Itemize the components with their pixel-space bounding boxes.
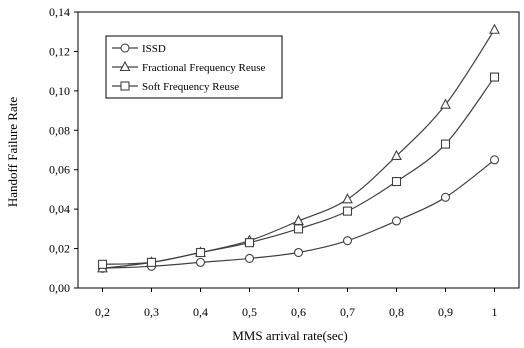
x-tick-label: 0,5 [242, 305, 257, 319]
legend-marker-square [120, 81, 130, 91]
y-tick-label: 0,08 [49, 123, 70, 137]
x-tick-label: 0,9 [438, 305, 453, 319]
y-tick-label: 0,12 [49, 44, 70, 58]
data-point-square [97, 259, 108, 269]
data-point-square [195, 247, 206, 258]
x-axis-title: MMS arrival rate(sec) [232, 328, 348, 343]
legend-label: Soft Frequency Reuse [142, 81, 239, 93]
y-tick-label: 0,10 [49, 84, 70, 98]
data-point-square [391, 176, 402, 187]
data-point-triangle [342, 193, 353, 204]
legend-marker-circle [120, 43, 130, 53]
x-tick-label: 0,2 [95, 305, 110, 319]
legend-item: ISSD [112, 43, 166, 55]
x-tick-label: 0,4 [193, 305, 208, 319]
legend-marker-triangle [119, 60, 131, 72]
legend-label: ISSD [142, 43, 166, 55]
y-tick-label: 0,14 [49, 5, 70, 19]
data-point-circle [342, 236, 353, 246]
x-tick-label: 1 [492, 305, 498, 319]
series-layer [97, 23, 500, 273]
data-point-square [146, 257, 157, 267]
x-tick-label: 0,3 [144, 305, 159, 319]
data-point-triangle [440, 98, 451, 109]
axes: 0,00 0,02 0,04 0,06 0,08 0,10 0,12 0,14 0,2 0,3 0,… [49, 5, 520, 319]
y-axis-title: Handoff Failure Rate [5, 97, 20, 207]
data-point-triangle [391, 149, 402, 160]
data-point-square [244, 238, 255, 248]
legend-item: Soft Frequency Reuse [112, 81, 239, 93]
legend-label: Fractional Frequency Reuse [142, 62, 266, 74]
series-circle [97, 155, 500, 273]
data-point-circle [293, 247, 304, 258]
data-point-circle [391, 216, 402, 226]
series-line [102, 76, 495, 265]
y-tick-label: 0,00 [49, 281, 70, 295]
data-point-square [293, 224, 304, 234]
y-tick-label: 0,06 [49, 163, 70, 177]
data-point-circle [195, 257, 206, 267]
x-tick-label: 0,6 [291, 305, 306, 319]
data-point-square [440, 139, 451, 149]
data-point-circle [440, 192, 451, 202]
y-tick-label: 0,02 [49, 242, 70, 256]
x-tick-label: 0,7 [340, 305, 355, 319]
data-point-circle [244, 253, 255, 263]
series-square [97, 72, 500, 269]
legend-item: Fractional Frequency Reuse [112, 60, 266, 74]
y-tick-label: 0,04 [49, 202, 70, 216]
x-tick-label: 0,8 [389, 305, 404, 319]
legend: ISSD Fractional Frequency Reuse Soft Frequ… [105, 35, 283, 99]
data-point-triangle [489, 23, 500, 34]
data-point-circle [489, 155, 500, 165]
data-point-square [342, 206, 353, 216]
data-point-square [489, 72, 500, 82]
